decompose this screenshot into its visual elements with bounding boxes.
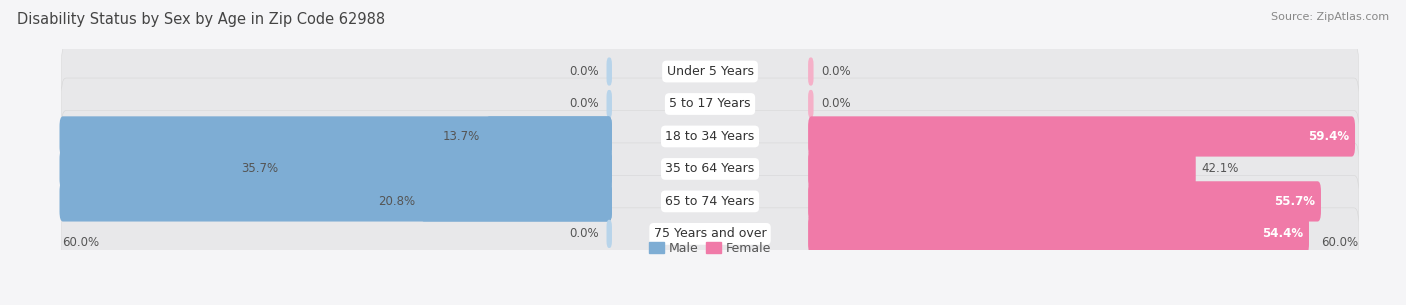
FancyBboxPatch shape <box>59 181 612 221</box>
FancyBboxPatch shape <box>62 110 1358 163</box>
FancyBboxPatch shape <box>808 116 1355 156</box>
Text: 0.0%: 0.0% <box>821 98 851 110</box>
FancyBboxPatch shape <box>808 90 814 118</box>
FancyBboxPatch shape <box>606 90 612 118</box>
Text: 35 to 64 Years: 35 to 64 Years <box>665 163 755 175</box>
FancyBboxPatch shape <box>808 214 1309 254</box>
Text: 54.4%: 54.4% <box>1263 227 1303 240</box>
FancyBboxPatch shape <box>808 181 1322 221</box>
FancyBboxPatch shape <box>62 143 1358 195</box>
FancyBboxPatch shape <box>62 78 1358 130</box>
Text: 42.1%: 42.1% <box>1201 163 1239 175</box>
Text: 0.0%: 0.0% <box>569 98 599 110</box>
Text: 5 to 17 Years: 5 to 17 Years <box>669 98 751 110</box>
Text: 75 Years and over: 75 Years and over <box>654 227 766 240</box>
Legend: Male, Female: Male, Female <box>644 237 776 260</box>
FancyBboxPatch shape <box>59 116 612 156</box>
Text: 65 to 74 Years: 65 to 74 Years <box>665 195 755 208</box>
Text: 59.4%: 59.4% <box>1309 130 1350 143</box>
FancyBboxPatch shape <box>420 181 612 221</box>
Text: 0.0%: 0.0% <box>569 227 599 240</box>
FancyBboxPatch shape <box>62 208 1358 260</box>
FancyBboxPatch shape <box>808 57 814 86</box>
FancyBboxPatch shape <box>486 116 612 156</box>
FancyBboxPatch shape <box>283 149 612 189</box>
Text: 18 to 34 Years: 18 to 34 Years <box>665 130 755 143</box>
FancyBboxPatch shape <box>808 149 1195 189</box>
Text: Source: ZipAtlas.com: Source: ZipAtlas.com <box>1271 12 1389 22</box>
FancyBboxPatch shape <box>62 175 1358 227</box>
Text: Disability Status by Sex by Age in Zip Code 62988: Disability Status by Sex by Age in Zip C… <box>17 12 385 27</box>
Text: 0.0%: 0.0% <box>821 65 851 78</box>
Text: 55.7%: 55.7% <box>1274 195 1316 208</box>
FancyBboxPatch shape <box>59 149 612 189</box>
Text: 13.7%: 13.7% <box>443 130 481 143</box>
Text: 0.0%: 0.0% <box>569 65 599 78</box>
Text: 35.7%: 35.7% <box>240 163 278 175</box>
FancyBboxPatch shape <box>606 220 612 248</box>
Text: 60.0%: 60.0% <box>62 236 98 249</box>
Text: 60.0%: 60.0% <box>1322 236 1358 249</box>
FancyBboxPatch shape <box>606 57 612 86</box>
FancyBboxPatch shape <box>62 45 1358 98</box>
Text: Under 5 Years: Under 5 Years <box>666 65 754 78</box>
Text: 20.8%: 20.8% <box>378 195 415 208</box>
